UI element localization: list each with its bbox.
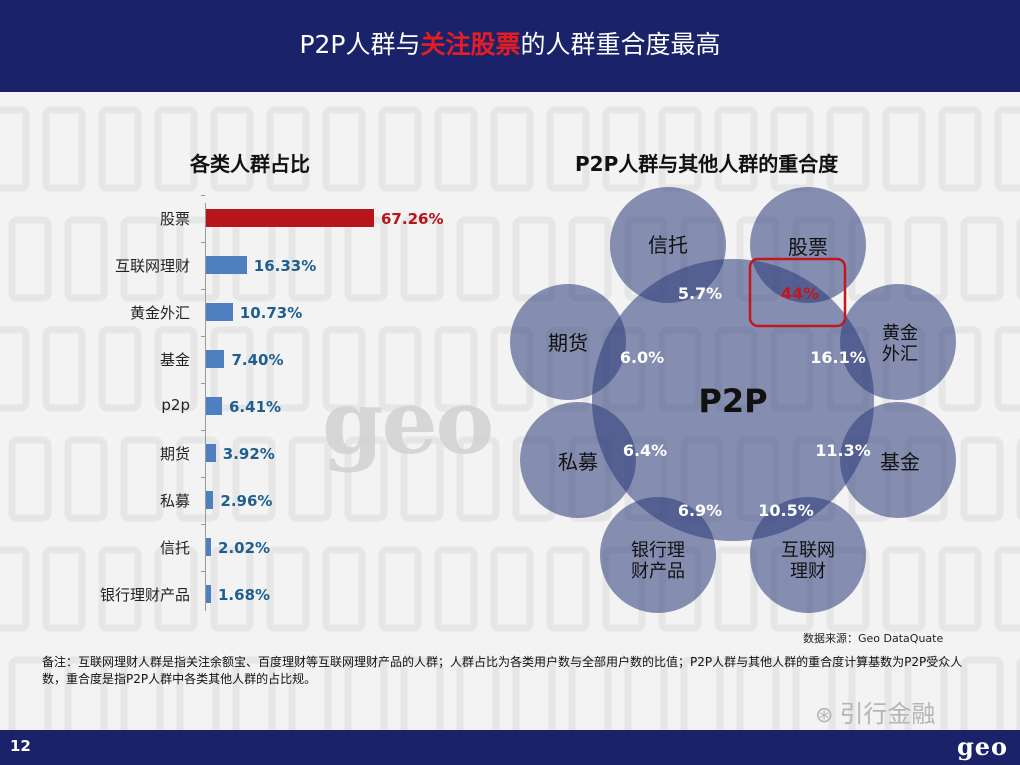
venn-satellite-label: 互联网: [781, 540, 835, 561]
bar: [206, 444, 216, 462]
axis-tick: [201, 336, 205, 337]
highlight-box: [748, 257, 847, 328]
venn-overlap-label: 44%: [781, 284, 819, 303]
bar-category-label: 股票: [159, 210, 190, 228]
venn-overlap-label: 6.4%: [623, 441, 667, 460]
wechat-name: 引行金融: [839, 700, 936, 728]
venn-satellite-label: 信托: [648, 233, 688, 257]
venn-satellite-circle: [610, 187, 726, 303]
bar: [206, 303, 233, 321]
axis-tick: [201, 195, 205, 196]
bar-value-label: 2.96%: [220, 492, 273, 510]
geo-watermark: geo: [322, 370, 494, 474]
bar-category-label: p2p: [161, 396, 190, 414]
venn-satellite-label: 期货: [548, 331, 588, 355]
venn-satellite-label: 基金: [880, 450, 920, 474]
axis-tick: [201, 289, 205, 290]
bar-value-label: 10.73%: [239, 304, 303, 322]
venn-satellite-circle: [510, 284, 626, 400]
venn-satellite-label: 股票: [788, 235, 828, 259]
bar-value-label: 1.68%: [218, 586, 271, 604]
bar: [206, 350, 225, 368]
bar-category-label: 黄金外汇: [129, 304, 190, 322]
wechat-account: ⊛ 引行金融: [815, 694, 935, 729]
title-highlight: 关注股票: [420, 30, 521, 59]
bar: [206, 491, 214, 509]
bar-category-label: 信托: [159, 539, 190, 557]
bar: [206, 538, 212, 556]
bar-value-label: 67.26%: [381, 210, 444, 228]
venn-satellite-label: 银行理: [631, 540, 685, 561]
bar-value-label: 16.33%: [253, 257, 317, 275]
venn-overlap-label: 16.1%: [810, 348, 866, 367]
venn-satellite-circle: [840, 284, 956, 400]
bar: [206, 585, 211, 603]
bar-value-label: 6.41%: [229, 398, 282, 416]
page-title: P2P人群与关注股票的人群重合度最高: [0, 28, 1020, 62]
venn-satellite-circle: [840, 402, 956, 518]
venn-satellite-circle: [750, 187, 866, 303]
axis-tick: [201, 477, 205, 478]
axis-tick: [201, 430, 205, 431]
bar-category-label: 基金: [159, 351, 190, 369]
axis-tick: [201, 571, 205, 572]
venn-overlap-label: 6.0%: [620, 348, 664, 367]
venn-satellite-circle: [750, 497, 866, 613]
wechat-icon: ⊛: [815, 703, 834, 728]
bar-category-label: 私募: [159, 492, 190, 510]
bar: [206, 209, 374, 227]
bar-value-label: 3.92%: [222, 445, 275, 463]
bar-value-label: 7.40%: [231, 351, 284, 369]
title-post: 的人群重合度最高: [520, 30, 721, 59]
footnote: 备注：互联网理财人群是指关注余额宝、百度理财等互联网理财产品的人群；人群占比为各…: [42, 655, 963, 686]
title-pre: P2P人群与: [299, 30, 421, 59]
bar-category-label: 期货: [159, 445, 190, 463]
venn-satellite-circle: [600, 497, 716, 613]
bar: [206, 256, 247, 274]
bar-axis-line: [205, 203, 206, 611]
data-source: 数据来源：Geo DataQuate: [803, 632, 944, 645]
venn-overlap-label: 5.7%: [678, 284, 722, 303]
venn-overlap-label: 11.3%: [815, 441, 871, 460]
venn-satellite-circle: [520, 402, 636, 518]
venn-overlap-label: 6.9%: [678, 501, 722, 520]
bar-value-label: 2.02%: [218, 539, 271, 557]
venn-satellite-label: 私募: [558, 450, 598, 474]
venn-satellite-label: 黄金: [882, 323, 918, 344]
geo-logo: geo: [956, 732, 1008, 761]
bar-category-label: 银行理财产品: [99, 586, 190, 604]
venn-chart-title: P2P人群与其他人群的重合度: [575, 152, 839, 176]
venn-center-label: P2P: [698, 382, 767, 420]
venn-satellite-label: 财产品: [631, 561, 685, 582]
bar-category-label: 互联网理财: [114, 257, 190, 275]
header-bar: [0, 0, 1020, 92]
venn-overlap-label: 10.5%: [758, 501, 814, 520]
footer-bar: 12 geo: [0, 730, 1020, 765]
venn-satellite-label: 理财: [790, 561, 826, 582]
bar-chart-title: 各类人群占比: [190, 152, 310, 176]
page-number: 12: [10, 737, 31, 755]
venn-center-circle: [592, 259, 874, 541]
bar: [206, 397, 222, 415]
venn-satellite-label: 外汇: [882, 344, 918, 365]
axis-tick: [201, 383, 205, 384]
axis-tick: [201, 524, 205, 525]
axis-tick: [201, 242, 205, 243]
